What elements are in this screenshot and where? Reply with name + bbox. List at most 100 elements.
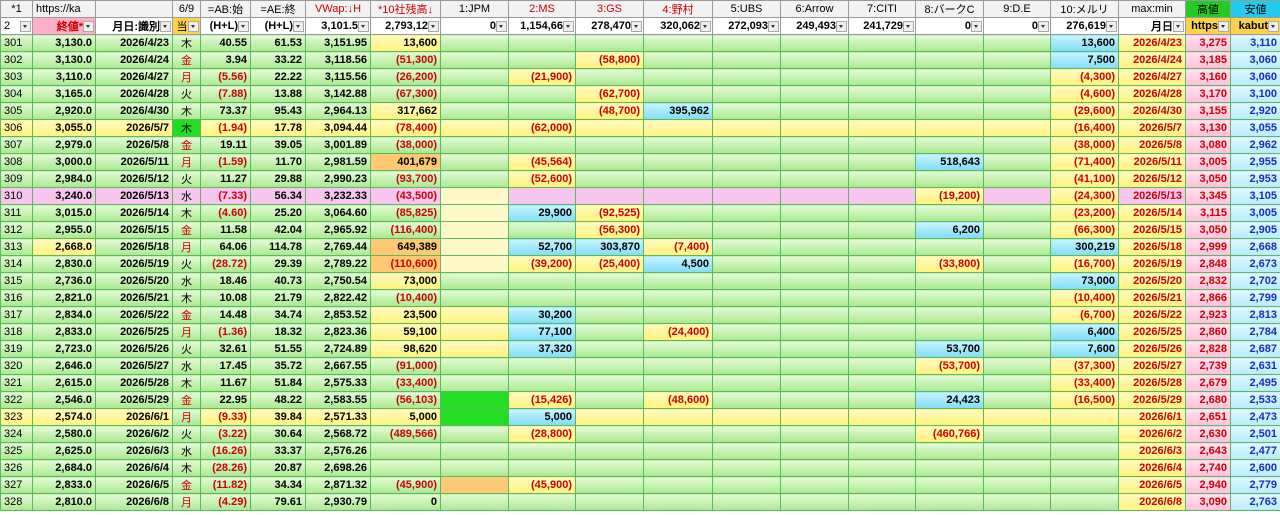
cell: 321	[0, 374, 33, 392]
filter-button[interactable]	[188, 21, 199, 32]
cell: 2,630	[1185, 425, 1231, 443]
cell: 306	[0, 119, 33, 137]
cell	[983, 340, 1051, 358]
header-text: *1	[11, 3, 22, 15]
cell: (43,500)	[370, 187, 441, 205]
header-cell: kabut	[1230, 17, 1280, 35]
cell: (56,103)	[370, 391, 441, 409]
cell	[712, 238, 781, 256]
cell: 29.88	[250, 170, 306, 188]
cell: (28,800)	[508, 425, 576, 443]
filter-button[interactable]	[971, 21, 982, 32]
cell	[848, 408, 916, 426]
cell	[915, 102, 984, 120]
cell	[440, 204, 509, 222]
cell	[440, 476, 509, 494]
filter-button[interactable]	[83, 21, 94, 32]
cell: 319	[0, 340, 33, 358]
cell	[848, 85, 916, 103]
header-cell: (H+L)	[200, 17, 251, 35]
cell: 328	[0, 493, 33, 511]
cell	[915, 408, 984, 426]
cell	[440, 102, 509, 120]
cell: 0	[370, 493, 441, 511]
cell: 2,576.26	[305, 442, 371, 460]
filter-button[interactable]	[428, 21, 439, 32]
cell: 2,955.0	[32, 221, 96, 239]
cell: 2,736.0	[32, 272, 96, 290]
cell	[848, 204, 916, 222]
filter-button[interactable]	[631, 21, 642, 32]
cell	[712, 289, 781, 307]
filter-button[interactable]	[1106, 21, 1117, 32]
filter-button[interactable]	[903, 21, 914, 32]
cell	[440, 51, 509, 69]
cell: 2,750.54	[305, 272, 371, 290]
filter-button[interactable]	[836, 21, 847, 32]
cell	[643, 136, 713, 154]
filter-button[interactable]	[1173, 21, 1184, 32]
filter-button[interactable]	[1268, 21, 1279, 32]
cell: 313	[0, 238, 33, 256]
filter-button[interactable]	[1038, 21, 1049, 32]
filter-button[interactable]	[160, 21, 171, 32]
cell: 2026/6/3	[1118, 442, 1186, 460]
cell: 2026/5/8	[95, 136, 173, 154]
cell	[848, 391, 916, 409]
cell	[440, 68, 509, 86]
cell: 323	[0, 408, 33, 426]
cell	[575, 408, 644, 426]
cell	[440, 170, 509, 188]
header-text: 1:JPM	[458, 3, 491, 15]
header-text: =AE:終	[260, 4, 296, 16]
cell: (93,700)	[370, 170, 441, 188]
cell: 315	[0, 272, 33, 290]
header-text: (H+L)	[264, 20, 293, 32]
cell	[575, 306, 644, 324]
header-text: 8:バークC	[924, 4, 975, 16]
cell	[848, 459, 916, 477]
filter-button[interactable]	[563, 21, 574, 32]
cell: 水	[172, 187, 201, 205]
filter-button[interactable]	[358, 21, 369, 32]
cell	[575, 493, 644, 511]
cell: 2,600	[1230, 459, 1280, 477]
data-row: 314 2,830.0 2026/5/19 火 (28.72) 29.39 2,789.22…	[0, 255, 1280, 273]
cell: 2,823.36	[305, 323, 371, 341]
cell	[370, 459, 441, 477]
cell	[575, 476, 644, 494]
cell: 48.22	[250, 391, 306, 409]
cell: 3,110	[1230, 34, 1280, 52]
filter-button[interactable]	[20, 21, 31, 32]
filter-button[interactable]	[1218, 21, 1229, 32]
cell: (91,000)	[370, 357, 441, 375]
cell: 2,799	[1230, 289, 1280, 307]
cell	[983, 68, 1051, 86]
cell	[712, 323, 781, 341]
header-cell: 6/9	[172, 0, 201, 18]
header-cell: 月日:識別	[95, 17, 173, 35]
cell: 2026/5/26	[95, 340, 173, 358]
cell: 2,833.0	[32, 323, 96, 341]
cell	[440, 238, 509, 256]
filter-button[interactable]	[238, 21, 249, 32]
filter-button[interactable]	[700, 21, 711, 32]
cell: 2,668	[1230, 238, 1280, 256]
header-cell: 3:GS	[575, 0, 644, 18]
data-row: 312 2,955.0 2026/5/15 金 11.58 42.04 2,965.92 (1…	[0, 221, 1280, 239]
cell: (7,400)	[643, 238, 713, 256]
header-text: https	[1191, 20, 1218, 32]
cell: 3,170	[1185, 85, 1231, 103]
cell	[1050, 408, 1119, 426]
cell	[712, 204, 781, 222]
cell: 4,500	[643, 255, 713, 273]
filter-button[interactable]	[768, 21, 779, 32]
filter-button[interactable]	[496, 21, 507, 32]
cell: 2,979.0	[32, 136, 96, 154]
cell: 木	[172, 289, 201, 307]
cell: 2,763	[1230, 493, 1280, 511]
cell: 2026/4/24	[95, 51, 173, 69]
cell	[440, 306, 509, 324]
header-cell: 249,493	[780, 17, 849, 35]
filter-button[interactable]	[293, 21, 304, 32]
